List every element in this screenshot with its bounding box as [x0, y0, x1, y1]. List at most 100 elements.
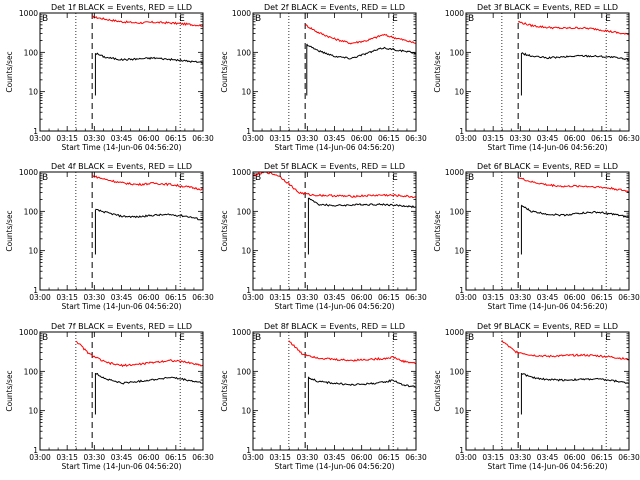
y-axis: 1 10 100 1000 Counts/sec	[433, 9, 629, 136]
lld-series-line	[517, 20, 629, 36]
x-tick-label: 03:45	[111, 134, 133, 143]
x-axis-label: Start Time (14-Jun-06 04:56:20)	[275, 302, 395, 311]
x-tick-label: 06:15	[378, 293, 400, 302]
lld-series-line	[75, 340, 203, 368]
x-tick-label: 06:00	[138, 453, 160, 462]
x-tick-label: 03:15	[269, 134, 291, 143]
x-tick-label: 03:45	[111, 453, 133, 462]
corner-label-left: B	[255, 173, 261, 183]
corner-label-left: B	[255, 14, 261, 24]
lld-series-line	[501, 339, 629, 361]
x-tick-label: 06:00	[351, 293, 373, 302]
y-tick-label: 1000	[232, 168, 251, 177]
x-axis: 03:00 03:15 03:30 03:45 06:00 06:15 06:30 Start…	[29, 13, 214, 152]
y-tick-label: 1	[33, 286, 38, 295]
y-tick-label: 1	[246, 286, 251, 295]
corner-label-left: B	[255, 333, 261, 343]
plot-frame	[39, 171, 204, 291]
x-tick-label: 03:45	[111, 293, 133, 302]
events-series-line	[95, 208, 203, 221]
x-tick-label: 03:00	[242, 134, 264, 143]
x-tick-label: 03:45	[537, 453, 559, 462]
y-tick-label: 10	[241, 88, 251, 97]
x-tick-label: 06:15	[591, 453, 613, 462]
y-axis-label: Counts/sec	[220, 210, 229, 251]
y-axis-label: Counts/sec	[5, 51, 14, 92]
y-axis: 1 10 100 1000 Counts/sec	[220, 9, 416, 136]
y-axis: 1 10 100 1000 Counts/sec	[5, 328, 203, 455]
x-tick-label: 06:15	[165, 293, 187, 302]
y-tick-label: 100	[24, 207, 39, 216]
x-tick-label: 06:30	[405, 453, 427, 462]
corner-label-right: E	[179, 333, 185, 343]
x-tick-label: 06:30	[405, 293, 427, 302]
x-tick-label: 06:30	[192, 453, 214, 462]
x-tick-label: 03:00	[242, 293, 264, 302]
x-tick-label: 03:30	[510, 453, 532, 462]
x-tick-label: 06:00	[564, 134, 586, 143]
events-series-line	[521, 204, 629, 218]
x-tick-label: 06:00	[138, 134, 160, 143]
y-axis: 1 10 100 1000 Counts/sec	[433, 328, 629, 455]
plot-frame	[465, 331, 630, 451]
y-tick-label: 100	[237, 207, 252, 216]
y-axis-label: Counts/sec	[433, 51, 442, 92]
x-axis-label: Start Time (14-Jun-06 04:56:20)	[488, 462, 608, 471]
events-series-line	[521, 52, 629, 61]
x-tick-label: 03:00	[29, 453, 51, 462]
x-axis-label: Start Time (14-Jun-06 04:56:20)	[275, 462, 395, 471]
x-tick-label: 03:15	[56, 293, 78, 302]
events-series-line	[521, 372, 629, 384]
x-tick-label: 03:15	[56, 134, 78, 143]
x-tick-label: 03:00	[455, 134, 477, 143]
x-tick-label: 06:30	[618, 453, 640, 462]
x-tick-label: 03:00	[29, 293, 51, 302]
corner-label-right: E	[392, 333, 398, 343]
corner-label-right: E	[605, 333, 611, 343]
y-tick-label: 100	[237, 48, 252, 57]
x-tick-label: 06:15	[378, 453, 400, 462]
y-tick-label: 10	[241, 407, 251, 416]
panel-title: Det 4f BLACK = Events, RED = LLD	[51, 162, 192, 171]
corner-label-left: B	[468, 333, 474, 343]
x-tick-label: 03:45	[537, 134, 559, 143]
y-tick-label: 1	[33, 446, 38, 455]
x-tick-label: 03:30	[84, 453, 106, 462]
x-tick-label: 06:00	[564, 293, 586, 302]
y-tick-label: 100	[24, 367, 39, 376]
y-axis-label: Counts/sec	[433, 210, 442, 251]
y-tick-label: 1000	[19, 9, 38, 18]
x-axis: 03:00 03:15 03:30 03:45 06:00 06:15 06:30 Start…	[242, 172, 427, 311]
panel-title: Det 1f BLACK = Events, RED = LLD	[51, 3, 192, 12]
y-tick-label: 10	[454, 247, 464, 256]
corner-label-right: E	[392, 14, 398, 24]
events-series-line	[306, 43, 416, 60]
y-tick-label: 10	[28, 88, 38, 97]
x-tick-label: 03:15	[482, 134, 504, 143]
y-tick-label: 10	[241, 247, 251, 256]
y-tick-label: 1000	[445, 9, 464, 18]
plot-frame	[252, 171, 417, 291]
x-tick-label: 03:15	[269, 293, 291, 302]
lld-series-line	[92, 15, 203, 27]
y-tick-label: 1	[459, 127, 464, 136]
panel-title: Det 8f BLACK = Events, RED = LLD	[264, 322, 405, 331]
x-tick-label: 03:00	[242, 453, 264, 462]
x-tick-label: 06:30	[192, 293, 214, 302]
x-axis-label: Start Time (14-Jun-06 04:56:20)	[488, 143, 608, 152]
x-axis: 03:00 03:15 03:30 03:45 06:00 06:15 06:30 Start…	[455, 13, 640, 152]
plot-frame	[252, 331, 417, 451]
panel-title: Det 7f BLACK = Events, RED = LLD	[51, 322, 192, 331]
panel-title: Det 2f BLACK = Events, RED = LLD	[264, 3, 405, 12]
y-tick-label: 1000	[445, 168, 464, 177]
lld-series-line	[517, 177, 629, 193]
x-tick-label: 03:15	[269, 453, 291, 462]
y-tick-label: 100	[450, 207, 465, 216]
y-tick-label: 1000	[19, 168, 38, 177]
x-tick-label: 03:30	[297, 453, 319, 462]
x-tick-label: 03:45	[324, 293, 346, 302]
x-tick-label: 06:15	[378, 134, 400, 143]
x-tick-label: 03:30	[297, 293, 319, 302]
